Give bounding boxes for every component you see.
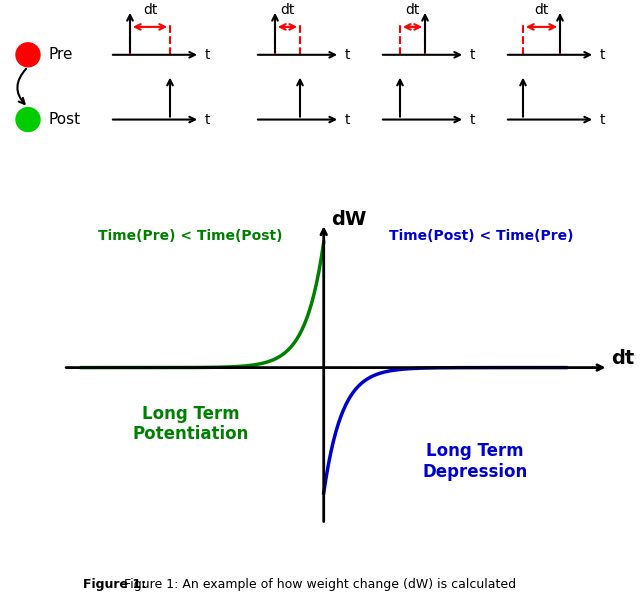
Text: Figure 1:: Figure 1: — [83, 578, 147, 591]
Text: dt: dt — [405, 3, 420, 17]
Text: dt: dt — [143, 3, 157, 17]
Text: Pre: Pre — [48, 47, 72, 62]
Text: t: t — [345, 48, 351, 62]
Text: t: t — [470, 48, 476, 62]
Text: dW: dW — [331, 210, 366, 229]
Text: dt: dt — [611, 349, 635, 368]
Text: Time(Post) < Time(Pre): Time(Post) < Time(Pre) — [389, 229, 573, 243]
Text: dt: dt — [280, 3, 294, 17]
Circle shape — [16, 43, 40, 67]
Text: Time(Pre) < Time(Post): Time(Pre) < Time(Post) — [98, 229, 283, 243]
Text: t: t — [205, 48, 211, 62]
Text: t: t — [345, 113, 351, 127]
Text: dt: dt — [534, 3, 548, 17]
Text: t: t — [205, 113, 211, 127]
Text: Figure 1: An example of how weight change (dW) is calculated: Figure 1: An example of how weight chang… — [124, 578, 516, 591]
Text: Long Term
Potentiation: Long Term Potentiation — [132, 405, 249, 443]
Circle shape — [16, 107, 40, 131]
Text: t: t — [470, 113, 476, 127]
Text: Long Term
Depression: Long Term Depression — [422, 442, 528, 481]
Text: Post: Post — [48, 112, 80, 127]
Text: t: t — [600, 113, 605, 127]
Text: t: t — [600, 48, 605, 62]
